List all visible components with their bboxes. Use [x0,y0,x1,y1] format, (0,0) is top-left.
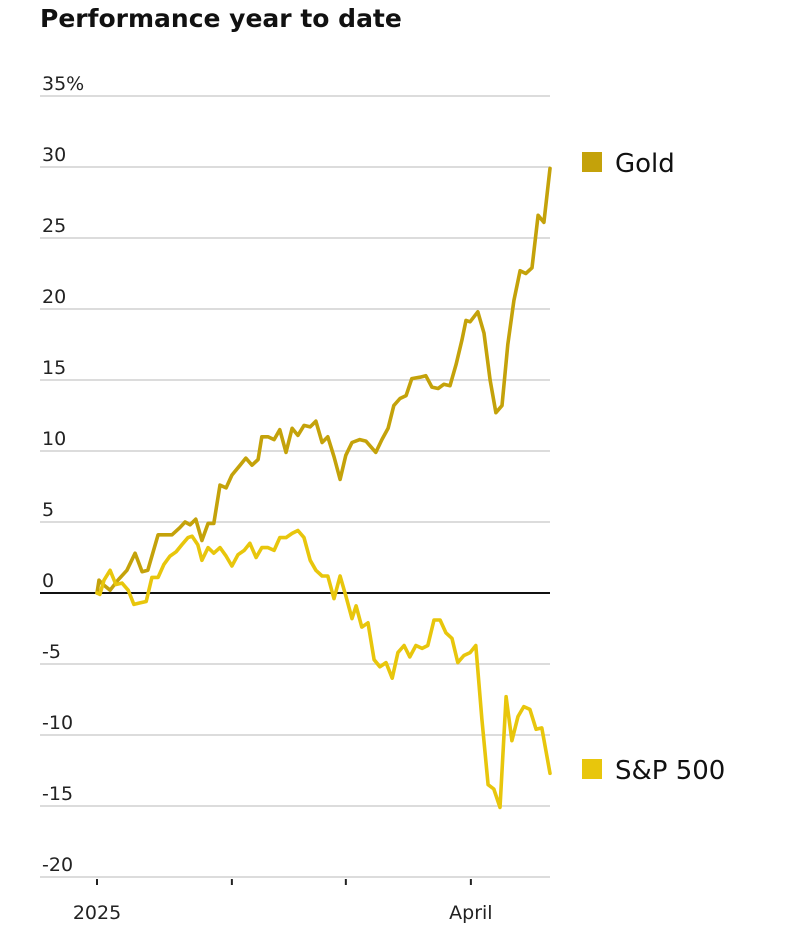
x-axis: 2025 April [40,592,550,924]
y-tick-label: 20 [42,286,66,308]
x-tick-label: April [449,902,492,924]
y-tick-label: 0 [42,570,54,592]
y-tick-label: 35% [42,73,84,95]
y-tick-label: -10 [42,712,73,734]
legend-swatch [582,759,602,779]
y-tick-label: -5 [42,641,61,663]
y-tick-label: 15 [42,357,66,379]
legend: Gold S&P 500 [582,149,725,786]
y-tick-label: 5 [42,499,54,521]
y-tick-label: -15 [42,783,73,805]
legend-swatch [582,152,602,172]
y-tick-label: -20 [42,854,73,876]
y-tick-label: 25 [42,215,66,237]
series-lines [95,166,552,810]
series-line-gold [95,166,552,595]
gridlines: 35% 30 25 20 15 10 5 0 -5 -10 -15 -20 [40,73,550,878]
x-tick-label: 2025 [73,902,121,924]
y-tick-label: 10 [42,428,66,450]
legend-label: Gold [615,149,675,179]
chart-title: Performance year to date [40,4,402,33]
legend-label: S&P 500 [615,756,725,786]
y-tick-label: 30 [42,144,66,166]
series-line-s-p-500 [95,528,552,810]
